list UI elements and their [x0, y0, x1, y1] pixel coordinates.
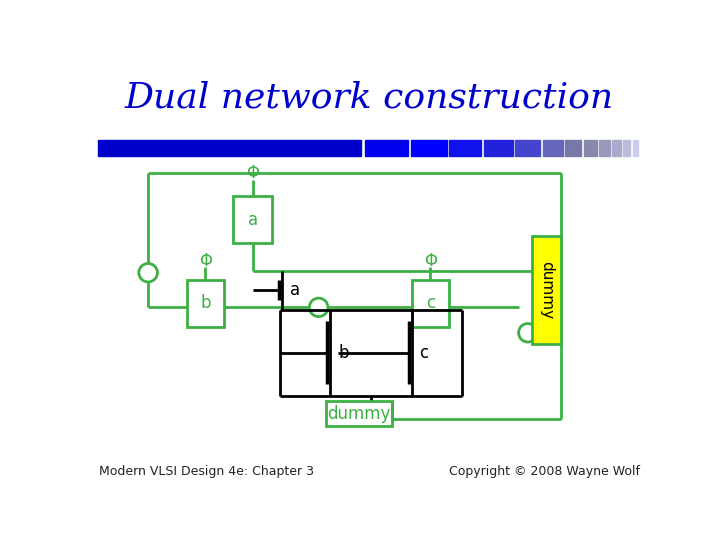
Text: dummy: dummy [539, 261, 554, 319]
Bar [532, 236, 561, 343]
Text: c: c [426, 294, 435, 313]
Bar [187, 280, 224, 327]
Bar [599, 140, 610, 156]
Bar [326, 401, 392, 426]
Text: c: c [419, 344, 428, 362]
Bar [632, 140, 638, 156]
Bar [612, 140, 621, 156]
Bar [484, 140, 513, 156]
Bar [233, 195, 272, 244]
Text: Modern VLSI Design 4e: Chapter 3: Modern VLSI Design 4e: Chapter 3 [99, 465, 315, 478]
Text: Dual network construction: Dual network construction [125, 80, 613, 114]
Bar [543, 140, 563, 156]
Text: a: a [290, 281, 300, 299]
Text: Φ: Φ [199, 252, 212, 270]
Bar [412, 280, 449, 327]
Bar [584, 140, 597, 156]
Text: a: a [248, 211, 258, 228]
Text: Φ: Φ [246, 164, 259, 181]
Text: dummy: dummy [327, 404, 391, 423]
Bar [98, 140, 361, 156]
Text: b: b [200, 294, 211, 313]
Text: Φ: Φ [424, 252, 437, 270]
Bar [624, 140, 630, 156]
Bar [365, 140, 408, 156]
Bar [516, 140, 540, 156]
Text: Copyright © 2008 Wayne Wolf: Copyright © 2008 Wayne Wolf [449, 465, 640, 478]
Bar [449, 140, 482, 156]
Bar [565, 140, 581, 156]
Bar [411, 140, 446, 156]
Text: b: b [338, 344, 348, 362]
